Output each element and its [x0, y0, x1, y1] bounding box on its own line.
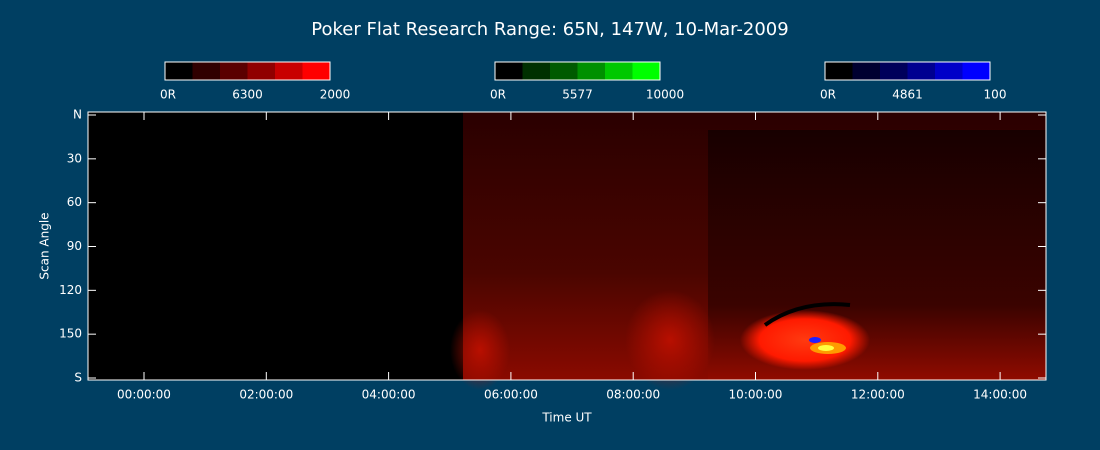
- colorbar-segment: [302, 62, 330, 80]
- colorbars: 0R 6300 2000 0R 5577 10000 0R 4861 100: [160, 61, 1007, 102]
- colorbar-segment: [275, 62, 303, 80]
- colorbar-max: 100: [984, 88, 1007, 102]
- y-axis-label: Scan Angle: [38, 212, 52, 279]
- x-tick-label: 02:00:00: [239, 388, 293, 402]
- x-tick-label: 00:00:00: [117, 388, 171, 402]
- y-tick-label: 150: [59, 327, 82, 341]
- colorbar-segment: [165, 62, 193, 80]
- colorbar-segment: [220, 62, 248, 80]
- colorbar-segment: [935, 62, 963, 80]
- colorbar-segment: [852, 62, 880, 80]
- colorbar-segment: [550, 62, 578, 80]
- x-tick-label: 14:00:00: [973, 388, 1027, 402]
- axes: N 30 60 90 120 150 S 00:00:00 02:00:00 04:00:00 06…: [59, 108, 1046, 402]
- colorbar-frame: [494, 61, 661, 81]
- colorbar-frame: [164, 61, 331, 81]
- y-tick-label: S: [74, 371, 82, 385]
- x-axis-label: Time UT: [541, 411, 592, 425]
- colorbar-min: 0R: [160, 88, 176, 102]
- y-tick-label: 120: [59, 283, 82, 297]
- colorbar-frame: [824, 61, 991, 81]
- colorbar-wavelength: 5577: [562, 88, 593, 102]
- keogram-image: [88, 112, 1046, 390]
- colorbar-segment: [962, 62, 990, 80]
- colorbar-segment: [632, 62, 660, 80]
- colorbar-max: 2000: [320, 88, 351, 102]
- colorbar-segment: [495, 62, 523, 80]
- x-tick-label: 04:00:00: [362, 388, 416, 402]
- colorbar-min: 0R: [490, 88, 506, 102]
- colorbar-segment: [825, 62, 853, 80]
- colorbar-segment: [907, 62, 935, 80]
- colorbar-wavelength: 4861: [892, 88, 923, 102]
- title: Poker Flat Research Range: 65N, 147W, 10…: [311, 19, 788, 40]
- x-tick-label: 12:00:00: [851, 388, 905, 402]
- y-tick-label: 30: [67, 151, 82, 165]
- y-tick-label: 90: [67, 239, 82, 253]
- colorbar-segment: [605, 62, 633, 80]
- x-tick-label: 08:00:00: [606, 388, 660, 402]
- colorbar-max: 10000: [646, 88, 684, 102]
- colorbar-wavelength: 6300: [232, 88, 263, 102]
- y-tick-label: N: [73, 108, 82, 122]
- colorbar-min: 0R: [820, 88, 836, 102]
- colorbar-segment: [247, 62, 275, 80]
- colorbar-segment: [577, 62, 605, 80]
- y-tick-label: 60: [67, 195, 82, 209]
- colorbar-segment: [192, 62, 220, 80]
- colorbar-segment: [522, 62, 550, 80]
- colorbar-segment: [880, 62, 908, 80]
- x-tick-label: 10:00:00: [729, 388, 783, 402]
- x-tick-label: 06:00:00: [484, 388, 538, 402]
